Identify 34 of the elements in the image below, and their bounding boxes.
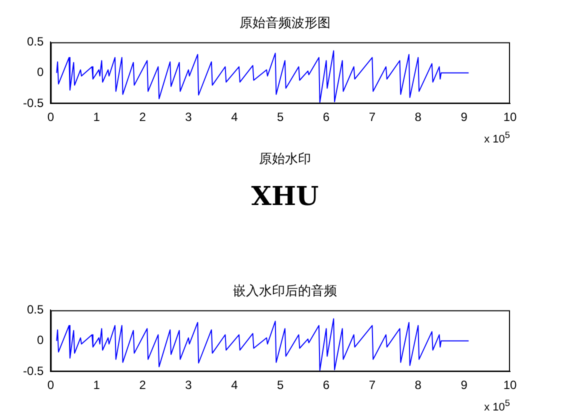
x-tick-label: 1 [93, 378, 100, 392]
x-tick-label: 0 [47, 378, 54, 392]
y-tick-label: -0.5 [22, 96, 44, 110]
x-tick-label: 7 [368, 110, 376, 124]
x-tick-label: 7 [368, 378, 376, 392]
chart-title: 原始音频波形图 [238, 15, 332, 32]
y-tick-label: 0 [36, 333, 44, 348]
text: 原始水印 [258, 151, 312, 168]
x-tick-label: 0 [47, 110, 54, 124]
x-tick-label: 5 [276, 110, 284, 124]
x-tick-label: 9 [460, 378, 468, 392]
x-tick-label: 2 [139, 378, 146, 392]
text: x 10$^{5}$ [484, 398, 510, 414]
x-tick-label: 3 [185, 378, 192, 392]
x-tick-label: 6 [322, 110, 330, 124]
y-tick-label: -0.5 [22, 364, 44, 378]
x-tick-label: 9 [460, 110, 468, 124]
x-tick-label: 10 [503, 378, 517, 392]
x-tick-label: 4 [231, 110, 238, 124]
y-tick-label: 0.5 [26, 34, 44, 49]
x-tick-label: 8 [414, 110, 422, 124]
y-tick-label: 0 [36, 65, 44, 80]
y-tick-label: 0.5 [26, 302, 44, 317]
x-tick-label: 1 [93, 110, 100, 124]
x-tick-label: 2 [139, 110, 146, 124]
x-tick-label: 4 [231, 378, 238, 392]
x-tick-label: 6 [322, 378, 330, 392]
x-tick-label: 10 [503, 110, 517, 124]
text: XHU [250, 182, 320, 212]
text: x 10$^{5}$ [484, 130, 510, 146]
chart-title: 嵌入水印后的音频 [232, 283, 338, 300]
x-tick-label: 3 [185, 110, 192, 124]
x-tick-label: 5 [276, 378, 284, 392]
x-tick-label: 8 [414, 378, 422, 392]
